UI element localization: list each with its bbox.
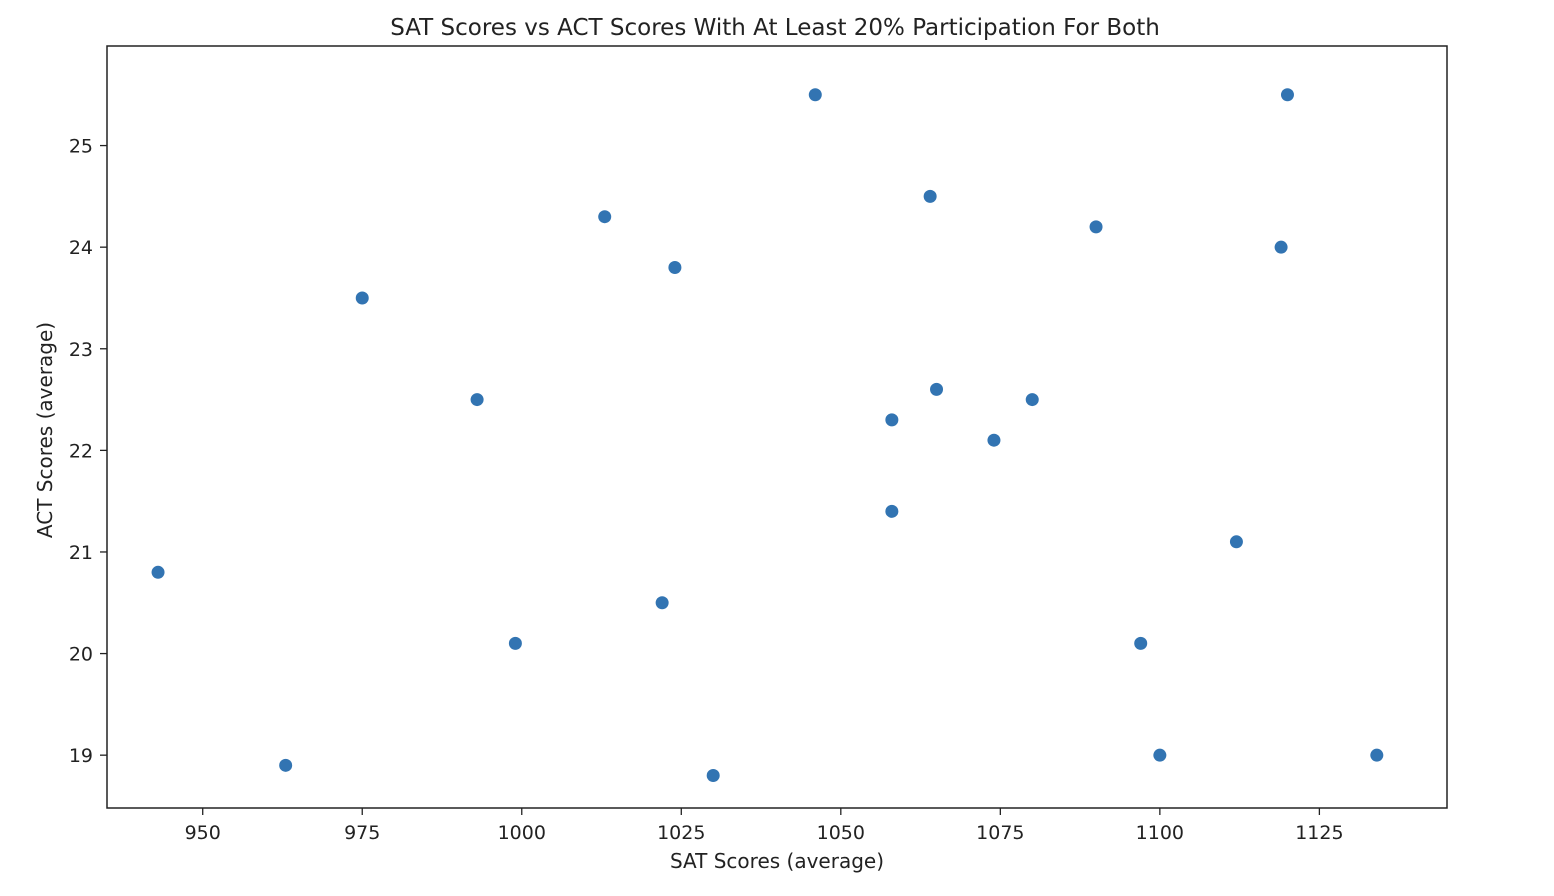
data-point bbox=[987, 433, 1001, 447]
x-tick-label: 1000 bbox=[498, 822, 546, 844]
data-point bbox=[1370, 748, 1384, 762]
x-tick-label: 950 bbox=[185, 822, 221, 844]
data-point bbox=[470, 393, 484, 407]
x-tick-label: 1025 bbox=[657, 822, 705, 844]
data-point bbox=[923, 189, 937, 203]
data-point bbox=[706, 768, 720, 782]
data-point bbox=[1089, 220, 1103, 234]
data-point bbox=[808, 88, 822, 102]
y-tick-label: 20 bbox=[69, 644, 93, 666]
data-point bbox=[1134, 636, 1148, 650]
plot-area bbox=[106, 45, 1448, 809]
data-point bbox=[1280, 88, 1294, 102]
y-tick-label: 21 bbox=[69, 542, 93, 564]
y-axis-label: ACT Scores (average) bbox=[33, 322, 57, 538]
x-tick-label: 1075 bbox=[976, 822, 1024, 844]
data-point bbox=[1153, 748, 1167, 762]
data-point bbox=[508, 636, 522, 650]
y-axis: 19 20 21 22 23 24 25 bbox=[69, 136, 107, 767]
data-point bbox=[930, 382, 944, 396]
data-point bbox=[1274, 240, 1288, 254]
data-point bbox=[279, 758, 293, 772]
data-point bbox=[1229, 535, 1243, 549]
data-point bbox=[151, 565, 165, 579]
y-tick-label: 25 bbox=[69, 136, 93, 158]
data-point bbox=[355, 291, 369, 305]
data-point bbox=[885, 413, 899, 427]
chart-title: SAT Scores vs ACT Scores With At Least 2… bbox=[390, 15, 1160, 41]
y-tick-label: 22 bbox=[69, 440, 93, 462]
x-axis-label: SAT Scores (average) bbox=[670, 849, 884, 873]
data-point bbox=[668, 260, 682, 274]
data-point bbox=[655, 596, 669, 610]
data-point bbox=[1025, 393, 1039, 407]
x-tick-label: 1125 bbox=[1295, 822, 1343, 844]
y-tick-label: 19 bbox=[69, 745, 93, 767]
x-tick-label: 1050 bbox=[817, 822, 865, 844]
x-tick-label: 975 bbox=[344, 822, 380, 844]
y-tick-label: 24 bbox=[69, 237, 93, 259]
x-tick-label: 1100 bbox=[1136, 822, 1184, 844]
x-axis: 950 975 1000 1025 1050 1075 1100 1125 bbox=[185, 808, 1344, 844]
y-tick-label: 23 bbox=[69, 339, 93, 361]
data-point bbox=[598, 210, 612, 224]
data-point bbox=[885, 504, 899, 518]
data-points bbox=[151, 88, 1384, 782]
